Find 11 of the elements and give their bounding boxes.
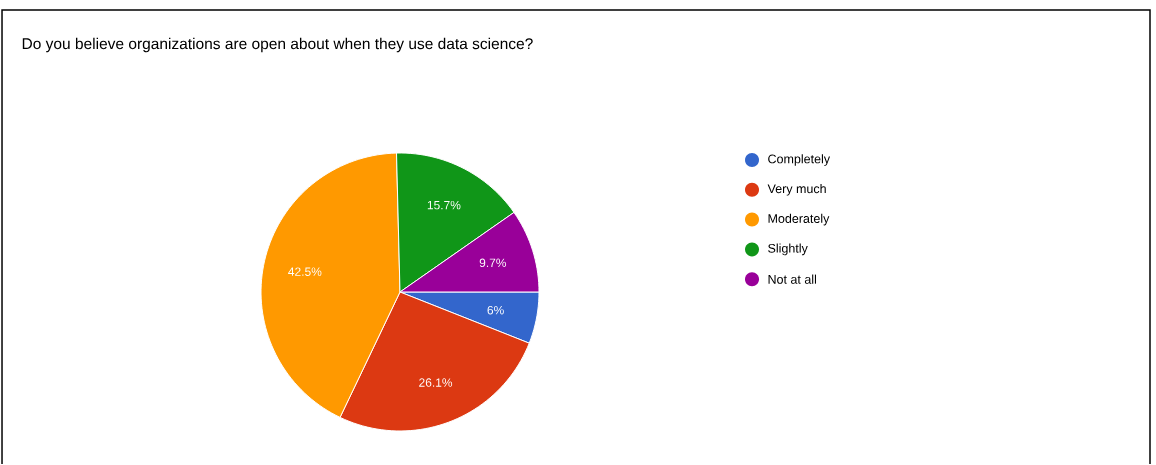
legend-label: Slightly	[768, 243, 808, 256]
data-label: 9.7%	[479, 258, 507, 268]
chart-title: Do you believe organizations are open about when they use data science?	[22, 37, 533, 53]
data-label: 42.5%	[288, 267, 322, 277]
data-label: 15.7%	[427, 201, 461, 210]
data-label: 26.1%	[419, 378, 453, 387]
data-label: 6%	[487, 306, 504, 315]
legend-label: Not at all	[768, 274, 817, 284]
legend-label: Very much	[767, 184, 826, 196]
legend-label: Moderately	[768, 213, 830, 226]
legend-label: Completely	[768, 154, 831, 166]
